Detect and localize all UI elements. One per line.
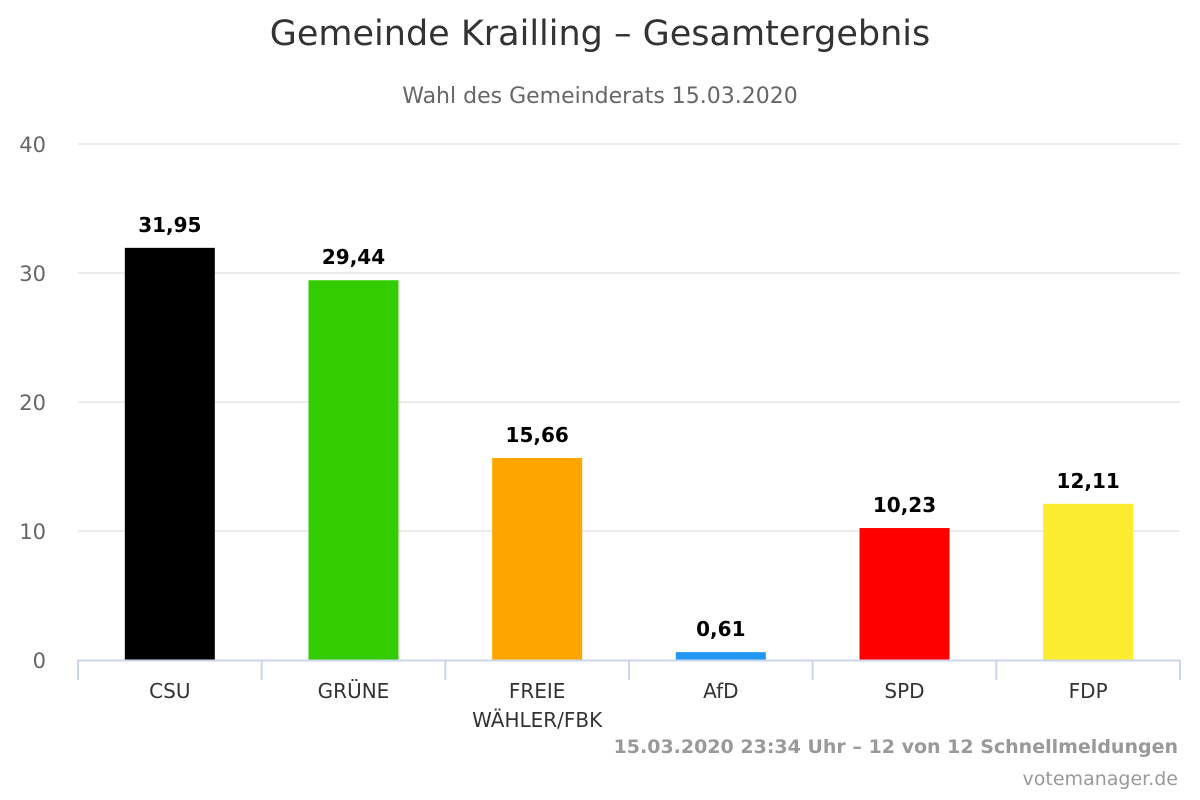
y-tick-label: 30 — [19, 262, 46, 286]
data-label: 29,44 — [322, 245, 385, 269]
footer-credit[interactable]: votemanager.de — [1022, 768, 1178, 790]
y-tick-label: 0 — [33, 649, 46, 673]
value-labels: 31,95 29,44 15,66 0,61 10,23 12,11 — [138, 213, 1120, 641]
bar-grüne[interactable] — [308, 280, 399, 660]
bar-spd[interactable] — [859, 528, 950, 660]
x-tick-label: CSU — [149, 679, 190, 703]
bar-freie-wähler-fbk[interactable] — [492, 457, 583, 660]
x-tick-label-line: WÄHLER/FBK — [472, 708, 603, 732]
x-tick-label: GRÜNE — [318, 679, 390, 703]
x-tick-label-line: FDP — [1069, 679, 1108, 703]
x-tick-label-line: GRÜNE — [318, 679, 390, 703]
bar-afd[interactable] — [675, 652, 766, 660]
y-tick-label: 20 — [19, 391, 46, 415]
data-label: 0,61 — [696, 617, 745, 641]
x-tick-label: AfD — [703, 679, 738, 703]
bar-csu[interactable] — [124, 247, 215, 660]
data-label: 31,95 — [138, 213, 201, 237]
footer-note: 15.03.2020 23:34 Uhr – 12 von 12 Schnell… — [613, 736, 1178, 758]
x-tick-label: FREIE WÄHLER/FBK — [472, 679, 603, 732]
y-tick-label: 10 — [19, 520, 46, 544]
x-tick-label: FDP — [1069, 679, 1108, 703]
x-axis: CSU GRÜNE FREIE WÄHLER/FBK AfD SPD FDP — [77, 659, 1181, 732]
chart-title: Gemeinde Krailling – Gesamtergebnis — [269, 14, 931, 54]
x-tick-label-line: AfD — [703, 679, 738, 703]
grid-lines — [78, 143, 1180, 532]
data-label: 10,23 — [873, 493, 936, 517]
chart-subtitle: Wahl des Gemeinderats 15.03.2020 — [402, 84, 798, 109]
y-axis: 0 10 20 30 40 — [19, 133, 46, 673]
x-tick-label-line: FREIE — [509, 679, 566, 703]
y-tick-label: 40 — [19, 133, 46, 157]
data-label: 15,66 — [506, 423, 569, 447]
data-label: 12,11 — [1057, 469, 1120, 493]
x-tick-label-line: CSU — [149, 679, 190, 703]
x-tick-label: SPD — [884, 679, 924, 703]
x-tick-label-line: SPD — [884, 679, 924, 703]
bars — [124, 247, 1134, 660]
bar-fdp[interactable] — [1043, 503, 1134, 660]
